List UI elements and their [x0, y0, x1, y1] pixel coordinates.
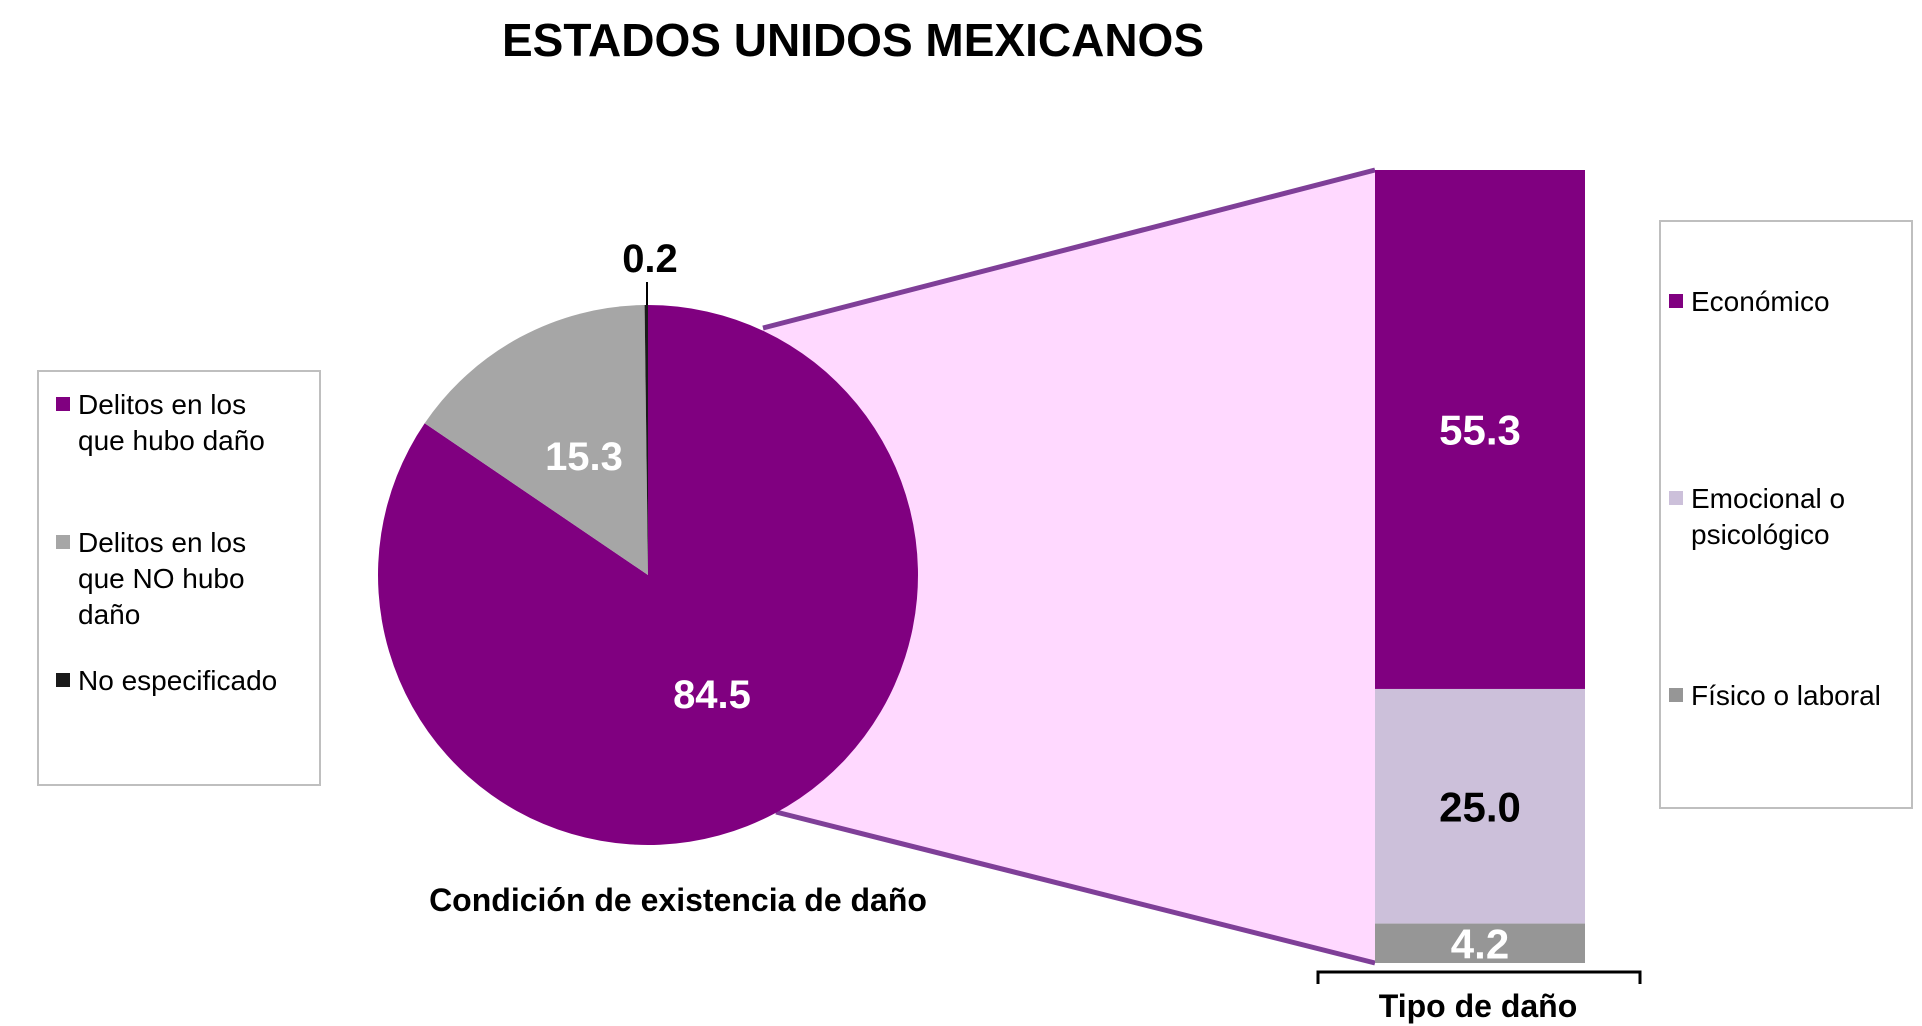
legend-swatch — [56, 535, 70, 549]
pie-label-no-especificado: 0.2 — [622, 237, 678, 281]
bar-label-fisico-o-laboral: 4.2 — [1451, 920, 1509, 967]
connector-area — [763, 170, 1375, 963]
legend-label: Delitos en los — [78, 527, 246, 558]
legend-label: Emocional o — [1691, 483, 1845, 514]
legend-label: Económico — [1691, 286, 1830, 317]
legend-left-box — [37, 370, 321, 786]
pie-slice-delitos-en-los-que-no-hubo-dano — [424, 305, 648, 575]
bar-segment-fisico-o-laboral — [1375, 923, 1585, 963]
bar-axis-bracket — [1316, 970, 1642, 984]
legend-swatch — [56, 673, 70, 687]
bar-label-economico: 55.3 — [1439, 406, 1521, 453]
chart-title: ESTADOS UNIDOS MEXICANOS — [502, 14, 1204, 66]
pie-slice-delitos-en-los-que-hubo-dano — [377, 305, 918, 845]
legend-left: Delitos en los que hubo daño Delitos en lo… — [37, 370, 321, 786]
connector-line-bottom — [775, 809, 1376, 966]
legend-right-box — [1659, 220, 1913, 809]
pie-chart-title: Condición de existencia de daño — [429, 882, 927, 918]
legend-label: Delitos en los — [78, 389, 246, 420]
legend-label: No especificado — [78, 665, 277, 696]
legend-label: que hubo daño — [78, 425, 265, 456]
legend-label: que NO hubo — [78, 563, 245, 594]
bar-segment-emocional-o-psicologico — [1375, 688, 1585, 924]
pie-label-no-hubo-dano: 15.3 — [545, 435, 623, 479]
pie-label-hubo-dano: 84.5 — [673, 673, 751, 717]
legend-label: Físico o laboral — [1691, 680, 1881, 711]
legend-label: psicológico — [1691, 519, 1830, 550]
pie-slice-no-especificado — [644, 305, 648, 575]
pie-chart: 84.5 15.3 0.2 — [377, 237, 918, 845]
legend-label: daño — [78, 599, 140, 630]
legend-swatch — [1669, 294, 1683, 308]
legend-swatch — [1669, 688, 1683, 702]
legend-right: Económico Emocional o psicológico Físico o … — [1659, 220, 1913, 809]
legend-swatch — [1669, 491, 1683, 505]
bar-segment-economico — [1375, 170, 1585, 689]
bar-chart-title: Tipo de daño — [1379, 988, 1578, 1024]
bar-label-emocional-o-psicologico: 25.0 — [1439, 783, 1521, 830]
pie-to-bar-connector — [762, 167, 1376, 966]
legend-swatch — [56, 397, 70, 411]
connector-line-top — [762, 167, 1376, 331]
stacked-bar-chart: 55.3 25.0 4.2 — [1375, 170, 1585, 967]
